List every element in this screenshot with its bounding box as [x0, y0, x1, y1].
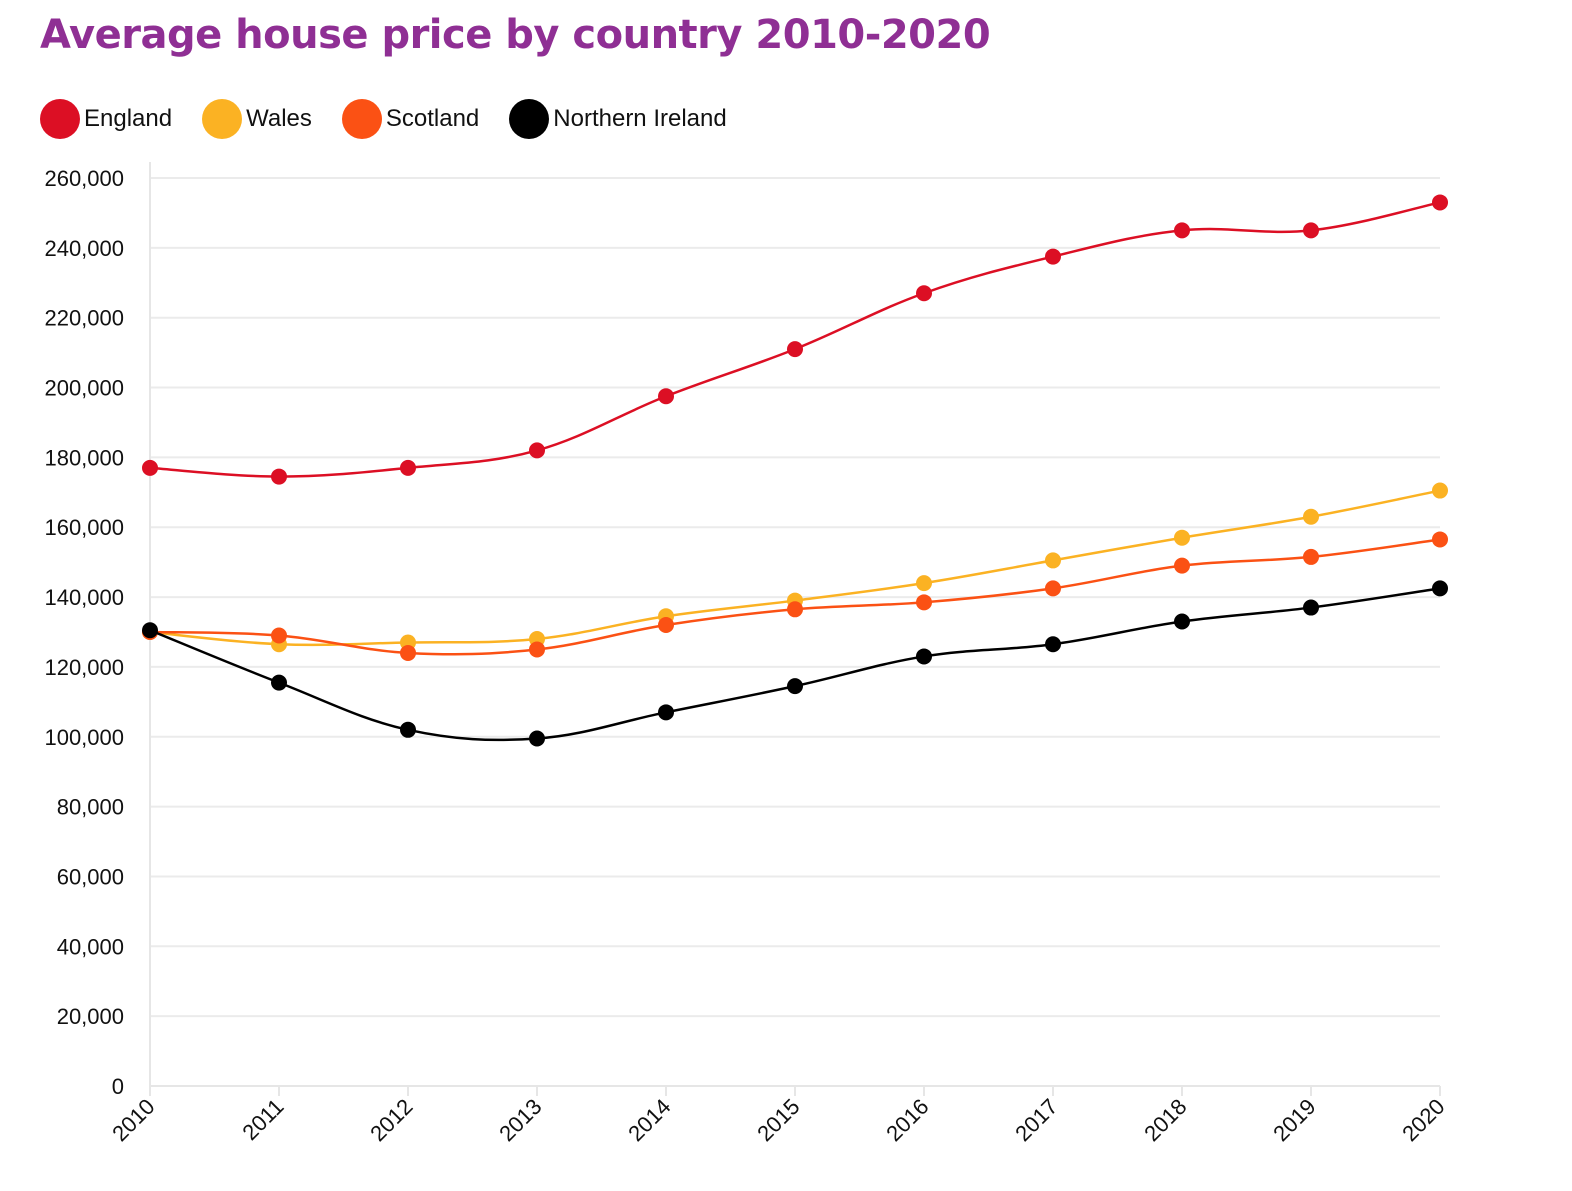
y-tick-label: 60,000	[57, 864, 124, 889]
data-point-wales-2017[interactable]	[1045, 552, 1061, 569]
legend-dot-wales	[202, 99, 243, 139]
data-point-scotland-2020[interactable]	[1432, 531, 1448, 548]
series-group	[142, 194, 1448, 747]
x-tick-label: 2014	[623, 1094, 675, 1146]
data-point-northern-ireland-2014[interactable]	[658, 704, 674, 721]
legend: England Wales Scotland Northern Ireland	[40, 98, 757, 140]
x-tick-label: 2019	[1268, 1094, 1320, 1146]
x-axis-ticks: 2010 2011 2012 2013 2014 2015 2016 2017 2018 2019…	[107, 1086, 1450, 1146]
data-point-northern-ireland-2012[interactable]	[400, 721, 416, 738]
y-tick-label: 0	[112, 1074, 124, 1099]
series-wales	[142, 482, 1448, 653]
series-line-england	[149, 201, 1441, 478]
y-tick-label: 140,000	[44, 585, 124, 610]
series-northern-ireland	[142, 580, 1448, 747]
data-point-wales-2020[interactable]	[1432, 482, 1448, 499]
data-point-england-2018[interactable]	[1174, 222, 1190, 239]
y-tick-label: 200,000	[44, 376, 124, 401]
axes	[149, 162, 1440, 1087]
series-line-wales	[149, 489, 1441, 647]
y-tick-label: 120,000	[44, 655, 124, 680]
data-point-england-2010[interactable]	[142, 459, 158, 476]
y-tick-label: 80,000	[57, 795, 124, 820]
legend-item-england[interactable]: England	[40, 99, 172, 139]
data-point-northern-ireland-2020[interactable]	[1432, 580, 1448, 597]
x-tick-label: 2013	[494, 1094, 546, 1146]
data-point-england-2016[interactable]	[916, 285, 932, 302]
data-point-scotland-2011[interactable]	[271, 627, 287, 644]
data-point-wales-2018[interactable]	[1174, 529, 1190, 546]
x-tick-label: 2011	[237, 1094, 288, 1145]
data-point-england-2020[interactable]	[1432, 194, 1448, 211]
data-point-northern-ireland-2019[interactable]	[1303, 599, 1319, 616]
y-tick-label: 20,000	[57, 1004, 124, 1029]
data-point-scotland-2014[interactable]	[658, 617, 674, 634]
legend-item-scotland[interactable]: Scotland	[341, 99, 480, 139]
data-point-scotland-2015[interactable]	[787, 601, 803, 618]
legend-label-wales: Wales	[246, 105, 312, 132]
data-point-scotland-2013[interactable]	[529, 641, 545, 658]
y-tick-label: 40,000	[57, 934, 124, 959]
chart-title: Average house price by country 2010-2020	[40, 12, 991, 58]
data-point-northern-ireland-2018[interactable]	[1174, 613, 1190, 630]
y-axis-ticks: 0 20,000 40,000 60,000 80,000 100,000 120,000 1…	[44, 166, 124, 1099]
data-point-northern-ireland-2017[interactable]	[1045, 636, 1061, 653]
data-point-scotland-2012[interactable]	[400, 644, 416, 661]
legend-label-northern-ireland: Northern Ireland	[553, 105, 727, 132]
data-point-england-2017[interactable]	[1045, 248, 1061, 265]
x-tick-label: 2017	[1010, 1094, 1062, 1146]
data-point-england-2015[interactable]	[787, 341, 803, 358]
data-point-scotland-2018[interactable]	[1174, 557, 1190, 574]
data-point-scotland-2019[interactable]	[1303, 548, 1319, 565]
data-point-wales-2019[interactable]	[1303, 508, 1319, 525]
data-point-northern-ireland-2011[interactable]	[271, 674, 287, 691]
x-tick-label: 2012	[365, 1094, 417, 1146]
legend-item-wales[interactable]: Wales	[202, 99, 312, 139]
legend-dot-northern-ireland	[509, 99, 550, 139]
data-point-england-2012[interactable]	[400, 459, 416, 476]
y-tick-label: 220,000	[44, 306, 124, 331]
data-point-england-2013[interactable]	[529, 442, 545, 459]
legend-label-scotland: Scotland	[385, 105, 480, 132]
data-point-northern-ireland-2013[interactable]	[529, 730, 545, 747]
series-england	[142, 194, 1448, 485]
data-point-scotland-2017[interactable]	[1045, 580, 1061, 597]
y-tick-label: 100,000	[44, 725, 124, 750]
y-tick-label: 260,000	[44, 166, 124, 191]
legend-item-northern-ireland[interactable]: Northern Ireland	[509, 99, 727, 139]
legend-dot-scotland	[341, 99, 382, 139]
x-tick-label: 2020	[1397, 1094, 1449, 1146]
data-point-northern-ireland-2016[interactable]	[916, 648, 932, 665]
data-point-northern-ireland-2015[interactable]	[787, 678, 803, 695]
legend-label-england: England	[84, 105, 173, 132]
x-tick-label: 2018	[1139, 1094, 1191, 1146]
y-tick-label: 180,000	[44, 445, 124, 470]
x-tick-label: 2015	[752, 1094, 804, 1146]
x-tick-label: 2016	[881, 1094, 933, 1146]
data-point-wales-2016[interactable]	[916, 575, 932, 592]
data-point-scotland-2016[interactable]	[916, 594, 932, 611]
data-point-northern-ireland-2010[interactable]	[142, 622, 158, 639]
y-tick-label: 240,000	[44, 236, 124, 261]
data-point-england-2014[interactable]	[658, 388, 674, 405]
data-point-england-2019[interactable]	[1303, 222, 1319, 239]
data-point-england-2011[interactable]	[271, 468, 287, 485]
y-tick-label: 160,000	[44, 515, 124, 540]
legend-dot-england	[40, 99, 80, 139]
x-tick-label: 2010	[107, 1094, 159, 1146]
